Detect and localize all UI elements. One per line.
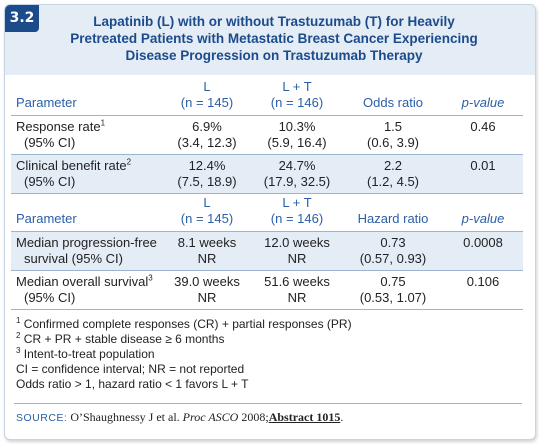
cell-p-value: 0.46 <box>443 115 523 155</box>
table-row: Response rate1 (95% CI) 6.9% (3.4, 12.3) 1… <box>11 115 523 155</box>
table-header-row: Parameter L (n = 145) L + T (n = 146) Odds… <box>11 78 523 116</box>
source-abstract-link[interactable]: Abstract 1015 <box>268 410 341 424</box>
title-line: Pretreated Patients with Metastatic Brea… <box>70 31 478 46</box>
column-header-l: L (n = 145) <box>163 194 251 232</box>
table-row: Median progression-free survival (95% CI)… <box>11 231 523 271</box>
source-year: 2008; <box>241 410 269 424</box>
figure-title: Lapatinib (L) with or without Trastuzuma… <box>49 13 499 64</box>
cell-odds-ratio: 1.5 (0.6, 3.9) <box>343 115 443 155</box>
source-citation: SOURCE: O’Shaughnessy J et al. Proc ASCO… <box>16 410 343 425</box>
row-label: Response rate1 (95% CI) <box>11 115 163 155</box>
footnote: 2 CR + PR + stable disease ≥ 6 months <box>16 331 225 347</box>
source-end: . <box>340 410 344 424</box>
column-header-parameter: Parameter <box>11 78 163 116</box>
row-label: Median overall survival3 (95% CI) <box>11 270 163 310</box>
table-row: Clinical benefit rate2 (95% CI) 12.4% (7.5… <box>11 154 523 194</box>
cell-l: 39.0 weeks NR <box>163 270 251 310</box>
response-table: Parameter L (n = 145) L + T (n = 146) Odds… <box>11 78 523 194</box>
source-divider <box>14 403 522 404</box>
column-header-hazard-ratio: Hazard ratio <box>343 194 443 232</box>
cell-l-plus-t: 10.3% (5.9, 16.4) <box>251 115 343 155</box>
figure-header: 3.2 Lapatinib (L) with or without Trastu… <box>5 5 535 75</box>
column-header-l: L (n = 145) <box>163 78 251 116</box>
table-header-row: Parameter L (n = 145) L + T (n = 146) Haza… <box>11 194 523 232</box>
source-journal: Proc ASCO <box>182 410 239 424</box>
cell-l: 8.1 weeks NR <box>163 231 251 271</box>
title-line: Disease Progression on Trastuzumab Thera… <box>125 48 423 63</box>
survival-table: Parameter L (n = 145) L + T (n = 146) Haza… <box>11 194 523 310</box>
footnote: 1 Confirmed complete responses (CR) + pa… <box>16 316 352 332</box>
cell-p-value: 0.0008 <box>443 231 523 271</box>
column-header-l-plus-t: L + T (n = 146) <box>251 78 343 116</box>
cell-hazard-ratio: 0.73 (0.57, 0.93) <box>343 231 443 271</box>
source-authors: O’Shaughnessy J et al. <box>70 410 180 424</box>
cell-hazard-ratio: 0.75 (0.53, 1.07) <box>343 270 443 310</box>
footnotes: 1 Confirmed complete responses (CR) + pa… <box>16 317 352 392</box>
table-row: Median overall survival3 (95% CI) 39.0 we… <box>11 270 523 310</box>
figure-number-badge: 3.2 <box>5 5 39 32</box>
footnote: Odds ratio > 1, hazard ratio < 1 favors … <box>16 377 249 391</box>
cell-p-value: 0.106 <box>443 270 523 310</box>
column-header-l-plus-t: L + T (n = 146) <box>251 194 343 232</box>
cell-odds-ratio: 2.2 (1.2, 4.5) <box>343 154 443 194</box>
cell-l: 6.9% (3.4, 12.3) <box>163 115 251 155</box>
row-label: Clinical benefit rate2 (95% CI) <box>11 154 163 194</box>
cell-l-plus-t: 24.7% (17.9, 32.5) <box>251 154 343 194</box>
row-label: Median progression-free survival (95% CI) <box>11 231 163 271</box>
column-header-p-value: p-value <box>443 194 523 232</box>
cell-l-plus-t: 51.6 weeks NR <box>251 270 343 310</box>
cell-l: 12.4% (7.5, 18.9) <box>163 154 251 194</box>
source-label: SOURCE: <box>16 412 68 424</box>
title-line: Lapatinib (L) with or without Trastuzuma… <box>93 14 455 29</box>
cell-p-value: 0.01 <box>443 154 523 194</box>
column-header-p-value: p-value <box>443 78 523 116</box>
column-header-parameter: Parameter <box>11 194 163 232</box>
cell-l-plus-t: 12.0 weeks NR <box>251 231 343 271</box>
column-header-odds-ratio: Odds ratio <box>343 78 443 116</box>
footnote: CI = confidence interval; NR = not repor… <box>16 362 245 376</box>
footnote: 3 Intent-to-treat population <box>16 346 155 362</box>
